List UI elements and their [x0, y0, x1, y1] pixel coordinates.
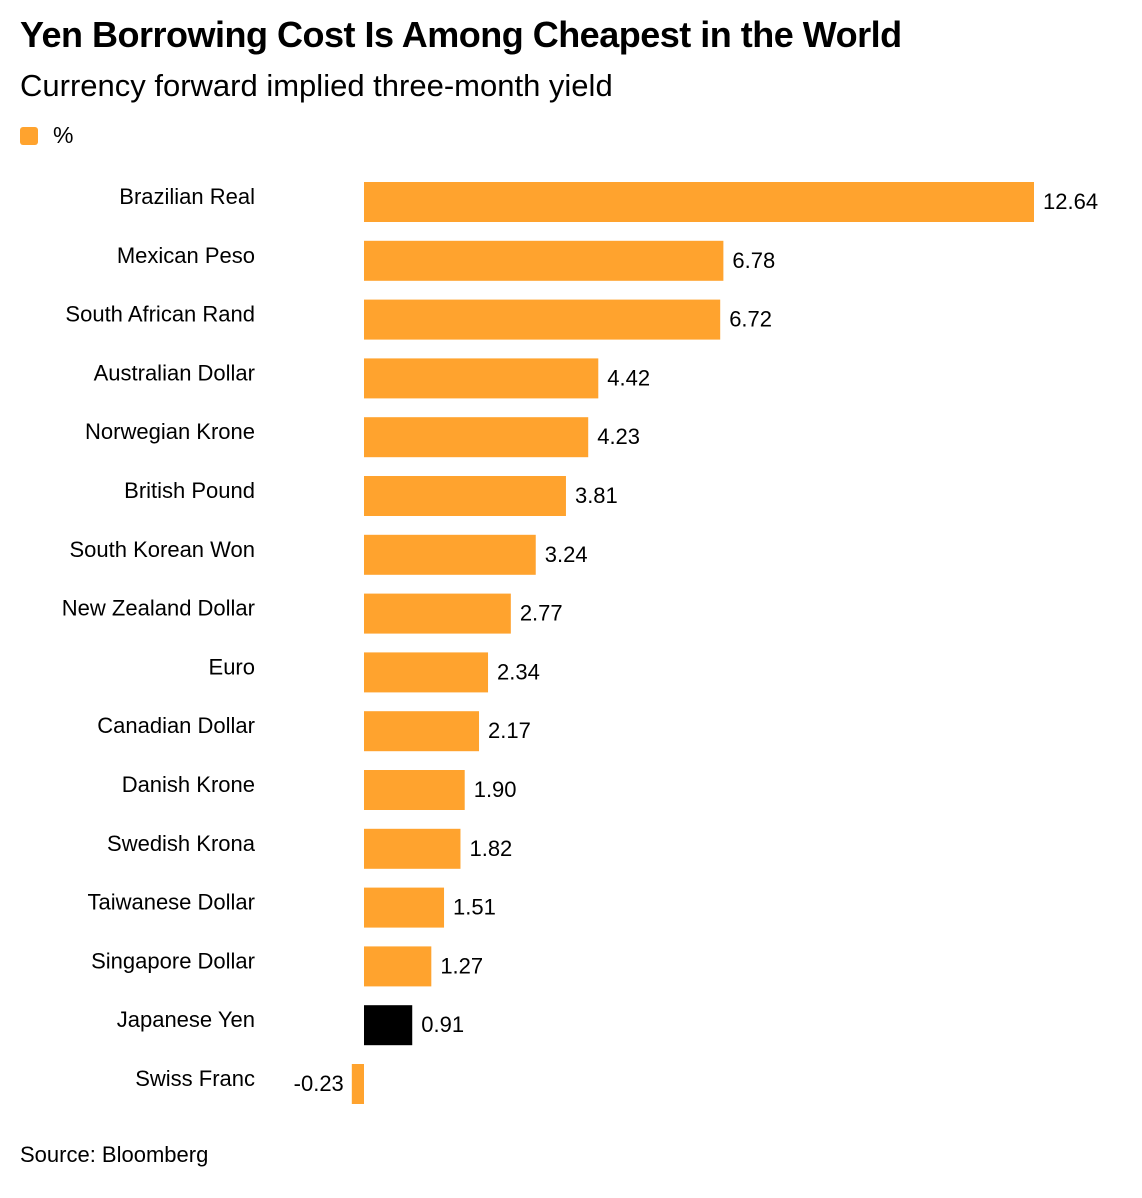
- value-label: 12.64: [1043, 189, 1098, 214]
- bar-row-australian-dollar: Australian Dollar 4.42: [94, 358, 650, 399]
- category-label: Euro: [209, 654, 255, 679]
- bar-chart: Brazilian Real 12.64 Mexican Peso 6.78 South…: [62, 182, 1098, 1104]
- bar: [364, 652, 489, 693]
- category-label: Norwegian Krone: [85, 419, 255, 444]
- bar: [364, 593, 511, 634]
- bar-row-japanese-yen: Japanese Yen 0.91: [117, 1005, 464, 1046]
- chart-subtitle: Currency forward implied three-month yie…: [20, 68, 613, 103]
- category-label: New Zealand Dollar: [62, 596, 255, 621]
- value-label: 0.91: [421, 1012, 464, 1037]
- bar: [364, 770, 465, 810]
- bar-row-euro: Euro 2.34: [209, 652, 540, 693]
- legend-swatch: [20, 126, 38, 145]
- category-label: Mexican Peso: [117, 243, 255, 268]
- bar: [364, 476, 566, 516]
- bar-row-norwegian-krone: Norwegian Krone 4.23: [85, 417, 640, 458]
- category-label: Singapore Dollar: [91, 948, 255, 973]
- category-label: South Korean Won: [70, 537, 256, 562]
- bar: [364, 182, 1034, 222]
- category-label: Swiss Franc: [135, 1066, 255, 1091]
- bar: [364, 240, 724, 281]
- legend-label: %: [53, 122, 74, 148]
- category-label: Japanese Yen: [117, 1007, 255, 1032]
- value-label: 1.27: [440, 953, 483, 978]
- bar-row-new-zealand-dollar: New Zealand Dollar 2.77: [62, 593, 563, 634]
- bar: [364, 1005, 413, 1046]
- bar-row-british-pound: British Pound 3.81: [124, 476, 618, 516]
- bar-row-danish-krone: Danish Krone 1.90: [122, 770, 517, 810]
- value-label: 2.17: [488, 718, 531, 743]
- bar-row-taiwanese-dollar: Taiwanese Dollar 1.51: [87, 887, 496, 928]
- value-label: 1.90: [474, 777, 517, 802]
- bar: [364, 417, 589, 458]
- value-label: 6.78: [732, 248, 775, 273]
- bar: [364, 946, 432, 987]
- legend: %: [20, 122, 73, 149]
- value-label: 3.81: [575, 483, 618, 508]
- bar-row-singapore-dollar: Singapore Dollar 1.27: [91, 946, 483, 987]
- category-label: Canadian Dollar: [97, 713, 255, 738]
- category-label: South African Rand: [65, 302, 255, 327]
- category-label: Taiwanese Dollar: [87, 890, 255, 915]
- value-label: 1.51: [453, 895, 496, 920]
- value-label: 4.42: [607, 365, 650, 390]
- value-label: 4.23: [597, 424, 640, 449]
- bar: [364, 887, 445, 928]
- source-note: Source: Bloomberg: [20, 1142, 209, 1167]
- bar: [364, 299, 721, 340]
- value-label: 3.24: [545, 542, 588, 567]
- bar-row-mexican-peso: Mexican Peso 6.78: [117, 240, 775, 281]
- value-label: 2.77: [520, 601, 563, 626]
- bar: [351, 1064, 364, 1104]
- value-label: 2.34: [497, 659, 540, 684]
- value-label: -0.23: [294, 1071, 344, 1096]
- chart-title: Yen Borrowing Cost Is Among Cheapest in …: [20, 14, 902, 55]
- bar-row-swiss-franc: Swiss Franc -0.23: [135, 1064, 364, 1104]
- bar-row-swedish-krona: Swedish Krona 1.82: [107, 828, 512, 869]
- bar-row-brazilian-real: Brazilian Real 12.64: [119, 182, 1098, 222]
- category-label: Swedish Krona: [107, 831, 256, 856]
- value-label: 6.72: [729, 307, 772, 332]
- bar: [364, 828, 461, 869]
- bar-row-canadian-dollar: Canadian Dollar 2.17: [97, 711, 531, 752]
- bar-row-south-african-rand: South African Rand 6.72: [65, 299, 772, 340]
- category-label: British Pound: [124, 478, 255, 503]
- bar: [364, 534, 536, 575]
- category-label: Brazilian Real: [119, 184, 255, 209]
- category-label: Danish Krone: [122, 772, 255, 797]
- bar-row-south-korean-won: South Korean Won 3.24: [70, 534, 588, 575]
- category-label: Australian Dollar: [94, 360, 255, 385]
- bar: [364, 711, 480, 752]
- bar: [364, 358, 599, 399]
- value-label: 1.82: [469, 836, 512, 861]
